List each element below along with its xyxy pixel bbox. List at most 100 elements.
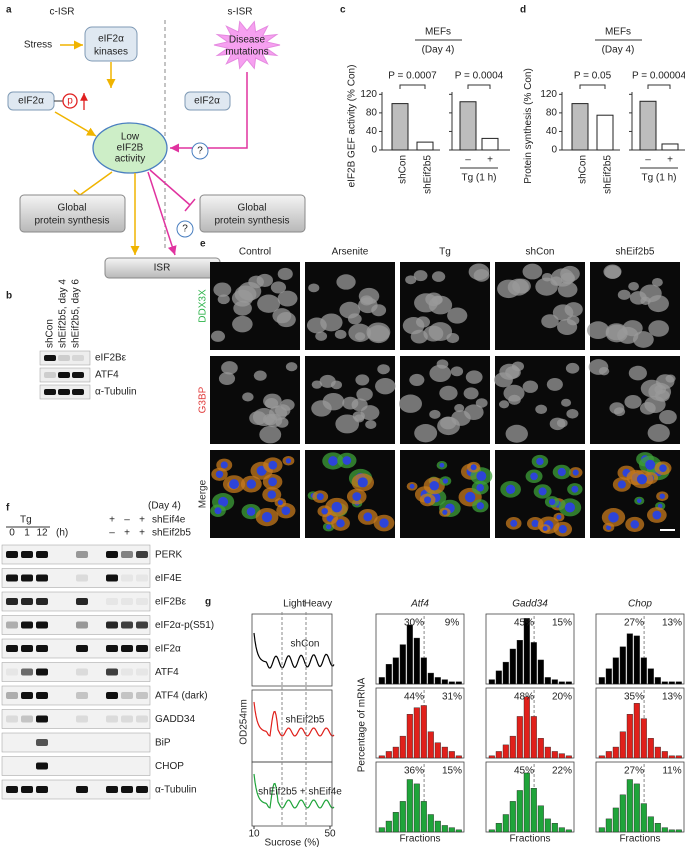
cell [413, 270, 428, 282]
cell [647, 295, 669, 313]
blot-band [106, 715, 118, 723]
y-tick-label: 40 [546, 126, 558, 137]
blot-band [76, 574, 88, 582]
cell [624, 394, 642, 409]
row-label: Merge [198, 479, 209, 508]
bar [502, 814, 509, 833]
bar [455, 755, 462, 759]
bar [378, 755, 385, 759]
blot-band [121, 598, 133, 605]
nucleus [285, 458, 292, 464]
blot-band [121, 715, 133, 723]
bar [639, 100, 657, 151]
cell [475, 398, 488, 408]
cell [499, 400, 510, 409]
bar [675, 681, 682, 685]
bar [455, 681, 462, 685]
cell [437, 416, 460, 436]
blot-band [106, 574, 118, 582]
bar [654, 823, 661, 833]
row-label: ATF4 [155, 667, 179, 678]
nucleus [652, 510, 662, 520]
significance-bracket [579, 84, 606, 89]
bar [537, 738, 544, 759]
x-axis-label: Fractions [399, 834, 440, 845]
bar [675, 829, 682, 833]
blot-band [36, 598, 48, 605]
plot-frame [485, 761, 575, 833]
column-title: Gadd34 [512, 599, 548, 610]
bar [481, 137, 499, 151]
bar [668, 755, 675, 759]
blot-band [44, 355, 56, 361]
diagram-text: ? [197, 146, 203, 157]
nucleus [215, 470, 224, 478]
lane-label: shCon [45, 319, 56, 348]
cell [308, 283, 320, 293]
annotation: 22% [552, 766, 572, 777]
profile-line [253, 632, 335, 669]
blot-band [21, 574, 33, 582]
blot-band [136, 668, 148, 676]
bar [413, 783, 420, 833]
bar [413, 707, 420, 759]
plot-frame [595, 761, 685, 833]
x-axis-label: Tg (1 h) [461, 173, 496, 184]
blot-band [136, 551, 148, 558]
blot-band [21, 645, 33, 652]
annotation: 20% [552, 692, 572, 703]
bar [420, 705, 427, 759]
nucleus [659, 493, 666, 499]
cell [439, 385, 458, 401]
cell [628, 282, 639, 291]
cell [463, 387, 479, 400]
cell [320, 313, 343, 332]
bar [598, 755, 605, 759]
nucleus [281, 506, 291, 516]
blot-band [6, 692, 18, 699]
blot-band [136, 692, 148, 699]
diagram-text: kinases [94, 47, 128, 58]
nucleus [246, 479, 257, 489]
cell [450, 366, 464, 377]
cell [414, 424, 438, 443]
cell [428, 295, 453, 315]
cell [639, 402, 656, 415]
chart-header: MEFs [605, 27, 631, 38]
row-label: α-Tubulin [155, 785, 197, 796]
nucleus [424, 496, 432, 504]
bar [406, 714, 413, 759]
cell [617, 289, 631, 300]
diagram-text: Global [238, 203, 267, 214]
significance-bracket [399, 84, 426, 89]
cell [565, 362, 580, 374]
y-axis-label: Protein synthesis (% Con) [523, 68, 534, 184]
bar [434, 820, 441, 833]
bar [441, 679, 448, 685]
cell [358, 287, 380, 305]
sign: – [109, 528, 115, 539]
y-tick-label: 0 [551, 145, 557, 156]
cell [356, 387, 373, 401]
cell [447, 307, 468, 324]
nucleus [572, 469, 579, 476]
bar [406, 779, 413, 833]
cell [431, 271, 446, 282]
bar [441, 825, 448, 833]
row-label: eIF2Bε [95, 353, 127, 364]
blot-band [6, 645, 18, 652]
column-label: Arsenite [332, 247, 369, 258]
blot-band [136, 786, 148, 793]
y-tick-label: 0 [371, 145, 377, 156]
bar [434, 677, 441, 685]
bar [399, 735, 406, 759]
nucleus [536, 457, 544, 466]
blot-band [36, 551, 48, 558]
annotation: 15% [442, 766, 462, 777]
diagram-text: activity [115, 154, 146, 165]
figure-art: a b c d e f g c-ISR s-ISR Stress eIF2α kinases eIF2α… [1, 5, 685, 847]
plot-frame [375, 613, 465, 685]
nucleus [316, 493, 324, 501]
region-label: Light [283, 599, 305, 610]
